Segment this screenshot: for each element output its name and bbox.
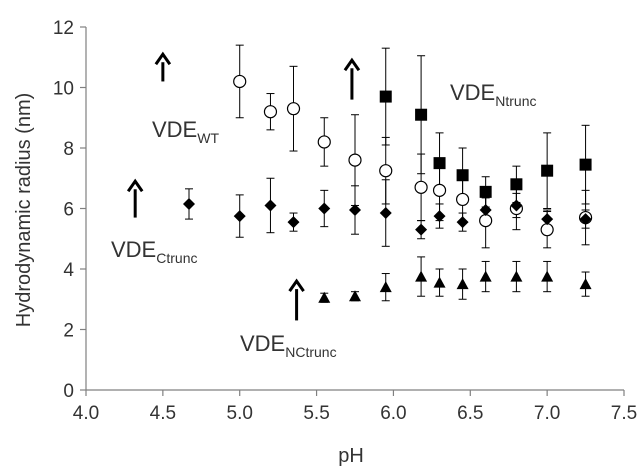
- data-point-filled-square: [456, 169, 469, 182]
- x-axis-title: pH: [338, 445, 364, 467]
- data-point-open-circle: [456, 192, 470, 207]
- data-point-open-circle: [479, 214, 493, 228]
- data-point-filled-diamond: [541, 213, 554, 226]
- data-point-open-circle: [379, 164, 393, 178]
- data-point-filled-triangle: [541, 270, 554, 282]
- data-markers: [182, 74, 593, 303]
- data-point-filled-triangle: [415, 270, 428, 282]
- data-point-filled-square: [479, 185, 492, 198]
- annotation-vde-wt-sub: WT: [197, 130, 219, 146]
- annotation-vde-ctrunc-main: VDE: [111, 237, 156, 262]
- data-point-filled-diamond: [182, 197, 195, 210]
- y-tick-label: 2: [63, 321, 74, 342]
- data-point-filled-triangle: [456, 278, 469, 290]
- x-tick-label: 4.5: [150, 403, 176, 424]
- data-point-filled-square: [415, 108, 428, 121]
- annotation-vde-nctrunc-main: VDE: [240, 331, 285, 356]
- data-point-filled-diamond: [456, 216, 469, 229]
- x-tick-label: 5.0: [227, 403, 253, 424]
- y-tick-label: 6: [63, 200, 74, 221]
- data-point-open-circle: [348, 153, 362, 167]
- data-point-filled-square: [579, 158, 592, 171]
- y-tick-label: 8: [63, 139, 74, 160]
- x-tick-label: 7.5: [611, 403, 637, 424]
- data-point-filled-triangle: [510, 270, 523, 282]
- data-point-filled-diamond: [318, 202, 331, 215]
- y-axis-title: Hydrodynamic radius (nm): [13, 93, 35, 328]
- data-point-open-circle: [432, 183, 447, 197]
- x-tick-label: 4.0: [73, 403, 99, 424]
- arrow-head: [343, 57, 361, 72]
- data-point-open-circle: [317, 135, 331, 149]
- annotation-vde-wt-main: VDE: [152, 117, 197, 142]
- annotation-vde-ntrunc-main: VDE: [450, 80, 495, 105]
- data-point-filled-square: [510, 178, 523, 191]
- annotation-vde-wt: VDEWT: [152, 117, 219, 146]
- data-point-filled-triangle: [579, 278, 592, 290]
- y-tick-label: 10: [53, 79, 74, 100]
- data-point-open-circle: [286, 102, 301, 116]
- x-tick-label: 6.5: [457, 403, 483, 424]
- data-point-open-circle: [263, 105, 278, 119]
- data-point-filled-diamond: [415, 223, 428, 236]
- data-point-filled-square: [433, 157, 446, 170]
- annotation-vde-ctrunc: VDECtrunc: [111, 237, 197, 266]
- data-point-filled-diamond: [433, 210, 446, 223]
- data-point-filled-diamond: [510, 199, 523, 212]
- data-point-filled-diamond: [479, 204, 492, 217]
- axis-ticks: 4.0 4.5 5.0 5.5 6.0 6.5 7.0 7.5 0 2 4 6 8 10 12: [53, 18, 637, 424]
- data-point-filled-triangle: [433, 276, 446, 288]
- data-point-open-circle: [540, 223, 554, 237]
- data-point-open-circle: [233, 74, 247, 89]
- annotation-vde-ctrunc-sub: Ctrunc: [156, 250, 197, 266]
- annotation-arrows: [126, 51, 361, 321]
- annotation-vde-ntrunc: VDENtrunc: [450, 80, 536, 109]
- annotation-vde-nctrunc-sub: NCtrunc: [285, 344, 336, 360]
- data-point-filled-triangle: [379, 281, 392, 293]
- data-point-filled-diamond: [349, 204, 361, 217]
- data-point-filled-diamond: [233, 210, 246, 223]
- annotation-vde-ntrunc-sub: Ntrunc: [495, 93, 536, 109]
- data-point-filled-triangle: [318, 291, 331, 303]
- x-tick-label: 5.5: [303, 403, 329, 424]
- y-tick-label: 4: [63, 260, 74, 281]
- arrow-head: [154, 51, 172, 66]
- data-point-filled-diamond: [379, 207, 392, 220]
- x-tick-label: 6.0: [380, 403, 406, 424]
- data-point-filled-diamond: [287, 216, 300, 229]
- arrow-head: [126, 178, 144, 193]
- arrow-head: [288, 278, 305, 292]
- data-point-filled-square: [379, 90, 392, 103]
- y-tick-label: 12: [53, 18, 74, 39]
- y-tick-label: 0: [63, 381, 74, 402]
- x-tick-label: 7.0: [534, 403, 560, 424]
- data-point-filled-triangle: [479, 270, 492, 282]
- data-point-filled-triangle: [349, 290, 361, 302]
- annotation-vde-nctrunc: VDENCtrunc: [240, 331, 337, 360]
- data-point-filled-diamond: [264, 199, 277, 212]
- data-point-filled-diamond: [579, 213, 592, 226]
- data-point-filled-square: [541, 164, 554, 177]
- data-point-open-circle: [414, 180, 428, 194]
